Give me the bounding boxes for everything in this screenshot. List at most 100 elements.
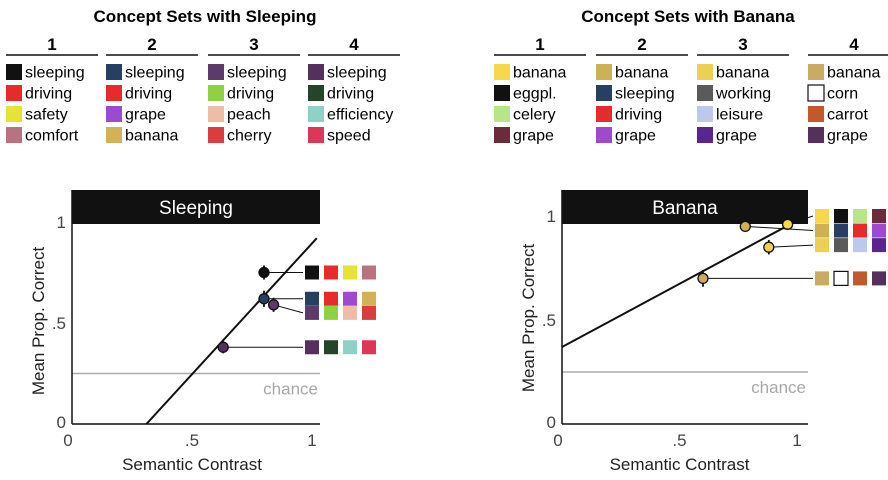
legend-swatch xyxy=(106,127,122,143)
legend-column-1: 1 banana eggpl. celery grape xyxy=(494,35,586,145)
legend-column-4: 4 sleeping driving efficiency speed xyxy=(308,35,400,145)
y-tick-label: .5 xyxy=(542,311,556,330)
legend-column-header: 4 xyxy=(349,35,359,54)
palette-swatch xyxy=(834,223,848,238)
palette-swatch xyxy=(815,209,829,223)
legend-item-label: speed xyxy=(327,128,371,145)
legend-item-label: banana xyxy=(615,65,668,82)
palette-swatch xyxy=(324,340,338,355)
y-tick-label: 1 xyxy=(57,213,66,232)
legend-item-label: grape xyxy=(125,107,166,124)
palette-swatch xyxy=(343,291,357,306)
legend-item-label: driving xyxy=(227,86,274,103)
legend-item-label: comfort xyxy=(25,128,79,145)
legend-swatch xyxy=(494,64,510,80)
legend-swatch xyxy=(106,85,122,101)
legend-swatch xyxy=(494,127,510,143)
legend-item-label: sleeping xyxy=(327,65,387,82)
y-tick-label: .5 xyxy=(52,314,66,333)
x-tick-label: .5 xyxy=(185,431,199,450)
legend-swatch xyxy=(6,64,22,80)
chart-panel-1: Concept Sets with Sleeping 1 sleeping drivi… xyxy=(6,7,400,474)
legend-title: Concept Sets with Banana xyxy=(581,7,795,26)
legend-item-label: grape xyxy=(716,128,757,145)
legend-column-header: 3 xyxy=(738,35,747,54)
legend-column-header: 2 xyxy=(637,35,646,54)
legend-item-label: sleeping xyxy=(615,86,675,103)
legend-swatch xyxy=(808,106,824,122)
legend-column-header: 1 xyxy=(535,35,544,54)
palette-swatch xyxy=(834,209,848,223)
legend-swatch xyxy=(697,85,713,101)
x-tick-label: 1 xyxy=(307,431,316,450)
palette-swatch xyxy=(872,209,886,223)
legend-item-label: banana xyxy=(513,65,566,82)
palette-swatch xyxy=(343,265,357,280)
palette-swatch xyxy=(872,271,886,286)
legend-item-label: grape xyxy=(827,128,868,145)
legend-item-label: grape xyxy=(513,128,554,145)
legend-item-label: working xyxy=(715,86,771,103)
legend-column-header: 2 xyxy=(147,35,156,54)
data-point xyxy=(217,341,229,353)
legend-swatch xyxy=(596,127,612,143)
legend-swatch xyxy=(596,85,612,101)
palette-swatch xyxy=(815,223,829,238)
legend-swatch xyxy=(208,106,224,122)
legend-item-label: leisure xyxy=(716,107,763,124)
y-tick-label: 0 xyxy=(57,413,66,432)
legend-item-label: grape xyxy=(615,128,656,145)
legend-item-label: banana xyxy=(125,128,178,145)
legend-item-label: efficiency xyxy=(327,107,393,124)
palette-swatch xyxy=(362,265,376,280)
legend-item-label: driving xyxy=(25,86,72,103)
palette-swatch xyxy=(853,209,867,223)
legend: Concept Sets with Sleeping 1 sleeping drivi… xyxy=(6,7,400,145)
legend-swatch xyxy=(308,85,324,101)
legend-item-label: safety xyxy=(25,107,68,124)
data-point xyxy=(739,220,751,233)
palette-swatch xyxy=(343,305,357,320)
chart-panel-2: Concept Sets with Banana 1 banana eggpl. cel… xyxy=(494,7,888,474)
plot-title: Banana xyxy=(652,198,718,219)
legend-item-label: driving xyxy=(615,107,662,124)
legend-item-label: driving xyxy=(125,86,172,103)
x-tick-label: .5 xyxy=(672,431,686,450)
palette-swatch xyxy=(853,238,867,253)
y-tick-label: 1 xyxy=(547,207,556,226)
data-point xyxy=(267,299,280,311)
legend-column-3: 3 sleeping driving peach cherry xyxy=(208,35,300,145)
x-tick-label: 1 xyxy=(792,431,801,450)
legend-swatch xyxy=(697,127,713,143)
x-axis-label: Semantic Contrast xyxy=(610,455,750,474)
palette-swatch xyxy=(815,238,829,253)
legend-column-1: 1 sleeping driving safety comfort xyxy=(6,35,98,145)
legend-item-label: driving xyxy=(327,86,374,103)
palette-connector xyxy=(745,225,814,232)
legend-item-label: cherry xyxy=(227,128,271,145)
legend-column-header: 4 xyxy=(849,35,859,54)
palette-swatch xyxy=(815,271,829,286)
legend-item-label: banana xyxy=(716,65,769,82)
x-axis-label: Semantic Contrast xyxy=(122,455,262,474)
legend-column-header: 3 xyxy=(249,35,258,54)
palette-swatch xyxy=(833,270,849,286)
legend-item-label: peach xyxy=(227,107,271,124)
legend-swatch xyxy=(807,84,825,102)
palette-swatch xyxy=(305,340,319,355)
legend-swatch xyxy=(6,106,22,122)
plot-title: Sleeping xyxy=(159,198,233,219)
palette-swatch xyxy=(853,223,867,238)
plot-title-band xyxy=(562,190,808,224)
legend-swatch xyxy=(808,127,824,143)
legend: Concept Sets with Banana 1 banana eggpl. cel… xyxy=(494,7,888,145)
data-point xyxy=(697,272,709,285)
legend-item-label: corn xyxy=(827,86,858,103)
legend-swatch xyxy=(494,106,510,122)
palette-swatch xyxy=(853,271,867,286)
legend-swatch xyxy=(208,64,224,80)
legend-column-header: 1 xyxy=(47,35,56,54)
palette-swatch xyxy=(362,291,376,306)
x-tick-label: 0 xyxy=(553,431,562,450)
